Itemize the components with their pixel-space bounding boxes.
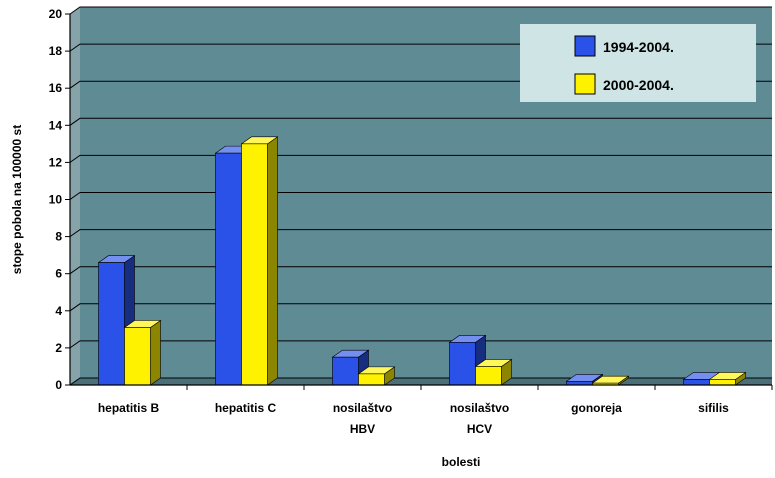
- gridline: [69, 154, 772, 163]
- x-tick-label: gonoreja: [571, 401, 622, 415]
- gridline: [69, 6, 772, 15]
- x-tick-label: hepatitis C: [215, 401, 277, 415]
- bar-side: [150, 319, 161, 386]
- y-tick-label: 16: [49, 81, 63, 95]
- y-tick-label: 12: [49, 155, 63, 169]
- y-tick-label: 6: [55, 267, 62, 281]
- bar[interactable]: [240, 136, 279, 386]
- plot-floor: [70, 378, 772, 385]
- bar-front: [124, 327, 151, 386]
- bar-front: [683, 379, 710, 386]
- gridline: [69, 377, 772, 386]
- y-tick-label: 2: [55, 341, 62, 355]
- bar-front: [358, 373, 385, 386]
- x-tick-label: HBV: [350, 422, 375, 436]
- bar-front: [449, 342, 476, 386]
- y-axis-title: stope pobola na 100000 st: [10, 125, 24, 274]
- bar-front: [241, 143, 268, 386]
- y-tick-label: 14: [49, 118, 63, 132]
- x-tick-label: HCV: [467, 422, 492, 436]
- legend-swatch: [574, 35, 596, 57]
- legend-label: 2000-2004.: [603, 77, 674, 93]
- y-tick-label: 10: [49, 193, 63, 207]
- bar[interactable]: [474, 358, 513, 386]
- bar-front: [332, 356, 359, 386]
- gridline: [69, 340, 772, 349]
- x-axis-title: bolesti: [442, 455, 481, 469]
- y-tick-label: 8: [55, 230, 62, 244]
- bar[interactable]: [123, 319, 162, 386]
- bar[interactable]: [591, 375, 630, 386]
- gridline: [69, 266, 772, 275]
- gridline: [69, 192, 772, 200]
- legend-box: [520, 24, 756, 102]
- y-tick-label: 4: [55, 304, 62, 318]
- y-tick-label: 0: [55, 378, 62, 392]
- bar[interactable]: [331, 349, 370, 386]
- legend-swatch: [574, 73, 596, 95]
- legend-label: 1994-2004.: [603, 39, 674, 55]
- x-tick-label: sifilis: [698, 401, 729, 415]
- bar-front: [709, 379, 736, 386]
- x-tick-label: nosilaštvo: [450, 401, 509, 415]
- gridline: [69, 229, 772, 238]
- y-tick-label: 20: [49, 7, 63, 21]
- gridline: [69, 303, 772, 312]
- x-tick-label: nosilaštvo: [333, 401, 392, 415]
- gridline: [69, 117, 772, 126]
- bar-side: [267, 136, 278, 386]
- bar[interactable]: [708, 371, 747, 386]
- bar-front: [215, 152, 242, 386]
- y-tick-label: 18: [49, 44, 63, 58]
- x-tick-label: hepatitis B: [98, 401, 160, 415]
- bar-front: [98, 262, 125, 386]
- bar-front: [475, 366, 502, 386]
